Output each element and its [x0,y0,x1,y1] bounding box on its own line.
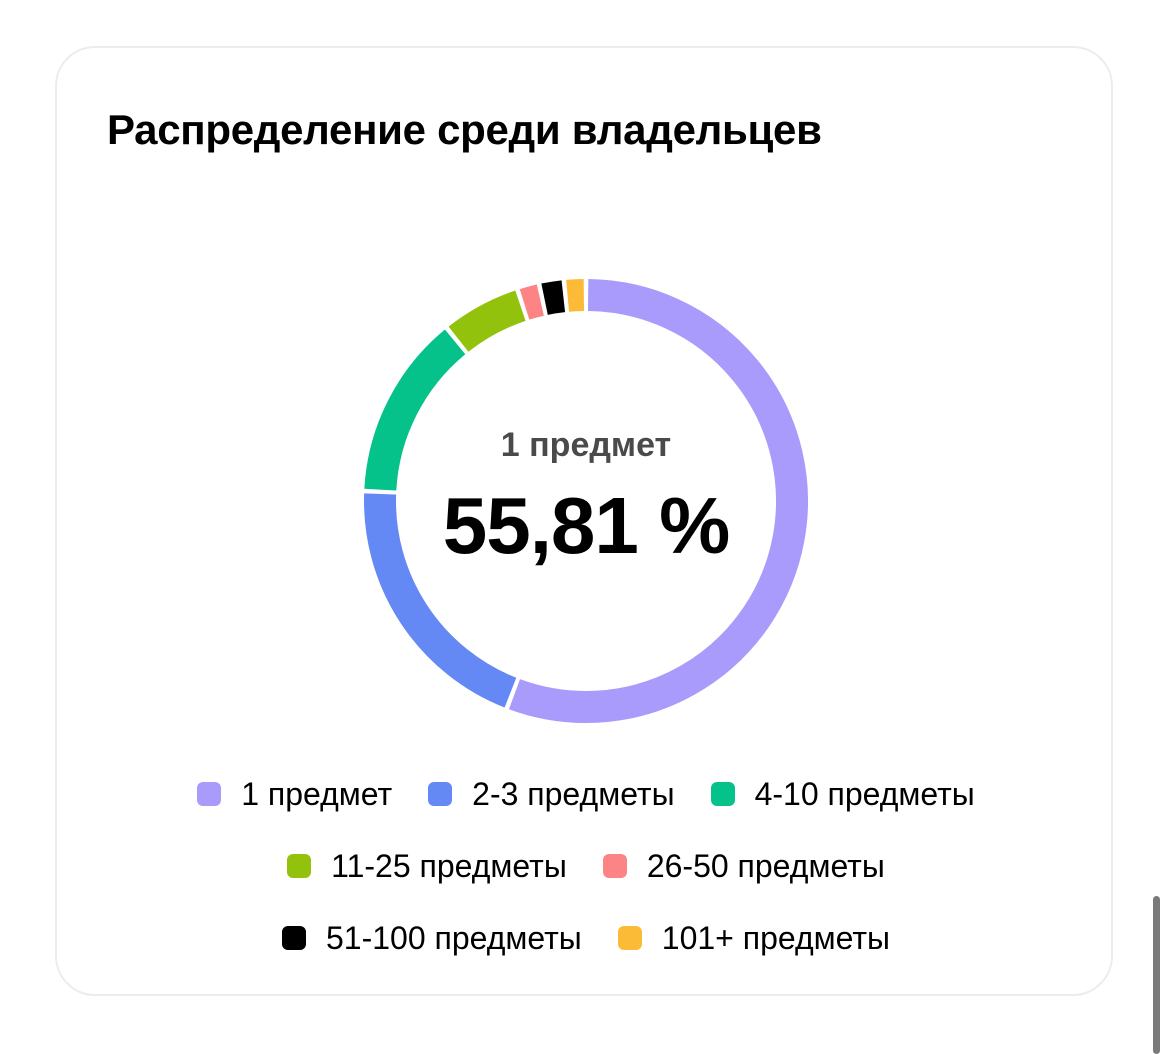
legend-item[interactable]: 2-3 предметы [428,775,675,813]
legend-row: 51-100 предметы 101+ предметы [57,902,1115,974]
legend-item[interactable]: 11-25 предметы [287,848,567,885]
owner-distribution-card: Распределение среди владельцев 1 предмет… [55,46,1113,996]
legend-label: 101+ предметы [661,919,891,956]
legend-item[interactable]: 26-50 предметы [602,847,885,885]
center-value: 55,81 % [442,481,731,570]
legend-swatch [197,782,222,806]
legend-label: 51-100 предметы [325,919,582,956]
donut-slice-5[interactable] [519,284,545,320]
donut-chart [364,279,808,723]
donut-slice-4[interactable] [448,290,526,353]
donut-slice-3[interactable] [364,329,466,491]
legend-item[interactable]: 1 предмет [197,776,392,813]
legend-swatch [602,854,627,878]
donut-slice-2[interactable] [364,493,517,708]
legend-swatch [617,926,642,950]
chart-legend: 1 предмет 2-3 предметы 4-10 предметы 11-25 … [57,758,1115,974]
legend-swatch [428,782,453,806]
scrollbar[interactable] [1153,896,1160,1054]
legend-swatch [281,926,306,950]
legend-label: 2-3 предметы [472,775,675,812]
legend-item[interactable]: 101+ предметы [617,919,891,957]
donut-slice-7[interactable] [566,279,585,312]
legend-label: 1 предмет [241,775,393,812]
card-title: Распределение среди владельцев [107,106,822,153]
legend-label: 26-50 предметы [646,847,885,884]
donut-slice-1[interactable] [508,279,808,723]
donut-slice-6[interactable] [541,280,566,315]
center-label: 1 предмет [500,426,672,464]
legend-row: 11-25 предметы 26-50 предметы [57,830,1115,902]
legend-label: 11-25 предметы [331,847,567,884]
legend-row: 1 предмет 2-3 предметы 4-10 предметы [57,758,1115,830]
legend-label: 4-10 предметы [754,775,975,812]
legend-item[interactable]: 51-100 предметы [281,919,582,957]
legend-swatch [710,782,735,806]
legend-swatch [287,854,312,878]
legend-item[interactable]: 4-10 предметы [710,775,975,813]
